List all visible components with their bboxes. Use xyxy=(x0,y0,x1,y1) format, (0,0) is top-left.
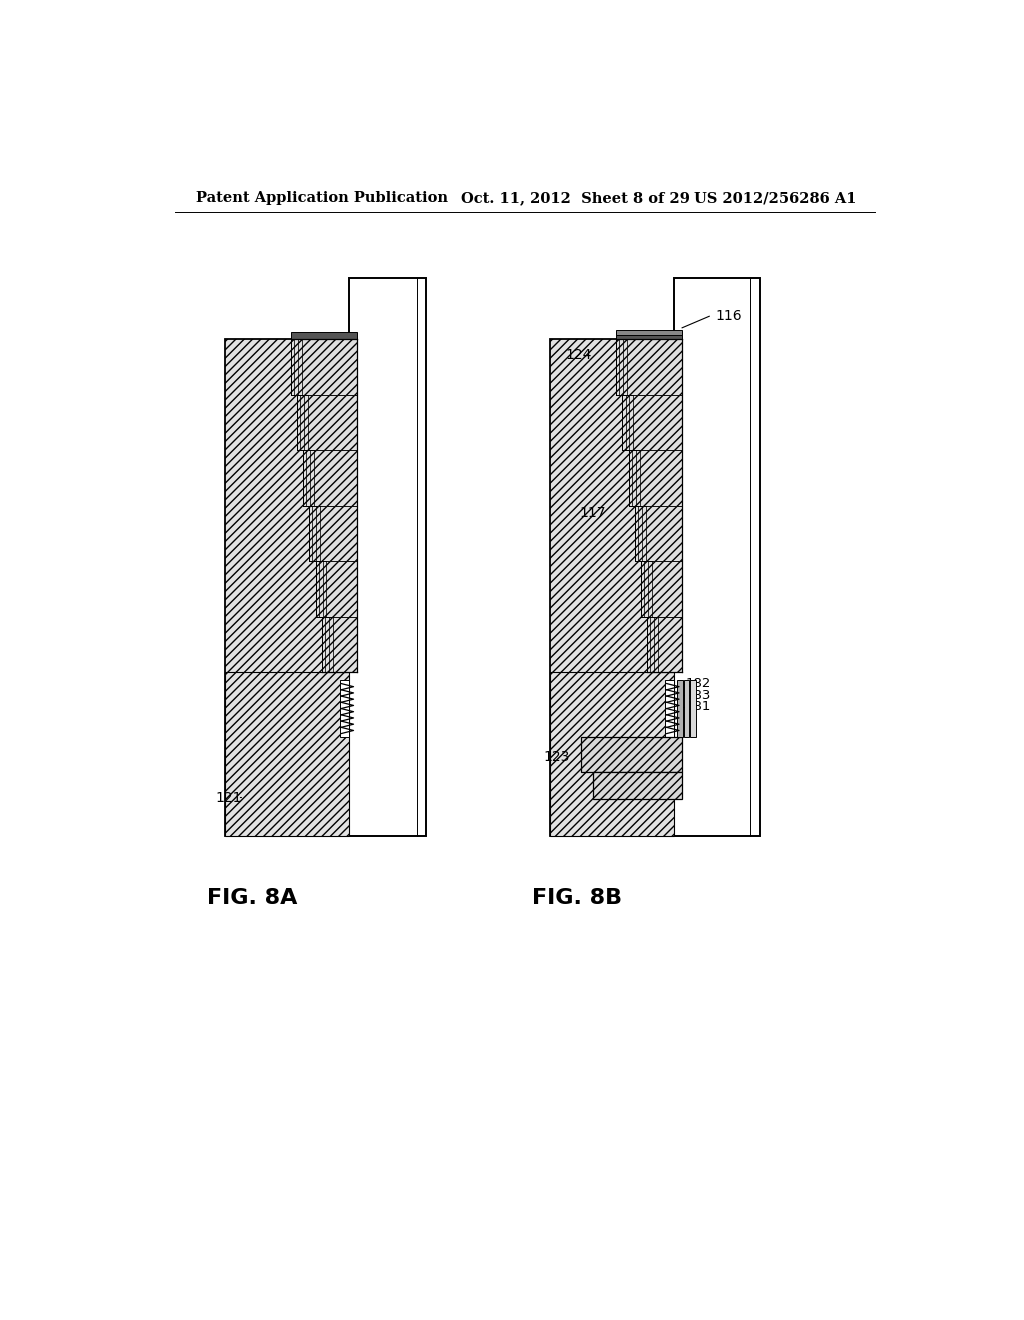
Text: 124: 124 xyxy=(565,347,592,362)
Text: 183: 183 xyxy=(686,689,712,702)
Text: Patent Application Publication: Patent Application Publication xyxy=(197,191,449,206)
Text: 181: 181 xyxy=(686,700,712,713)
Bar xyxy=(303,450,356,506)
Bar xyxy=(297,395,356,450)
Bar xyxy=(641,561,682,616)
Bar xyxy=(582,738,682,772)
Bar xyxy=(629,450,682,506)
Text: 116: 116 xyxy=(716,309,742,323)
Bar xyxy=(291,339,356,395)
Text: Oct. 11, 2012  Sheet 8 of 29: Oct. 11, 2012 Sheet 8 of 29 xyxy=(461,191,690,206)
Text: US 2012/256286 A1: US 2012/256286 A1 xyxy=(694,191,856,206)
Bar xyxy=(684,680,689,738)
Bar xyxy=(291,331,356,339)
Bar xyxy=(225,339,349,836)
Bar xyxy=(665,680,675,738)
Bar xyxy=(349,277,426,836)
Bar xyxy=(678,680,683,738)
Bar xyxy=(550,339,675,836)
Bar xyxy=(616,339,682,395)
Text: 117: 117 xyxy=(580,507,606,520)
Text: FIG. 8B: FIG. 8B xyxy=(532,887,623,908)
Bar xyxy=(593,772,682,799)
Bar xyxy=(225,672,349,836)
Bar xyxy=(623,395,682,450)
Bar xyxy=(647,616,682,672)
Bar xyxy=(315,561,356,616)
Text: 182: 182 xyxy=(686,677,712,690)
Bar xyxy=(322,616,356,672)
Bar xyxy=(550,672,675,836)
Bar xyxy=(340,680,349,738)
Text: 121: 121 xyxy=(215,791,242,804)
Bar xyxy=(616,330,682,335)
Text: 123: 123 xyxy=(544,750,569,764)
Text: FIG. 8A: FIG. 8A xyxy=(207,887,297,908)
Bar xyxy=(309,506,356,561)
Bar xyxy=(635,506,682,561)
Bar xyxy=(675,277,760,836)
Bar xyxy=(616,331,682,339)
Bar xyxy=(690,680,696,738)
